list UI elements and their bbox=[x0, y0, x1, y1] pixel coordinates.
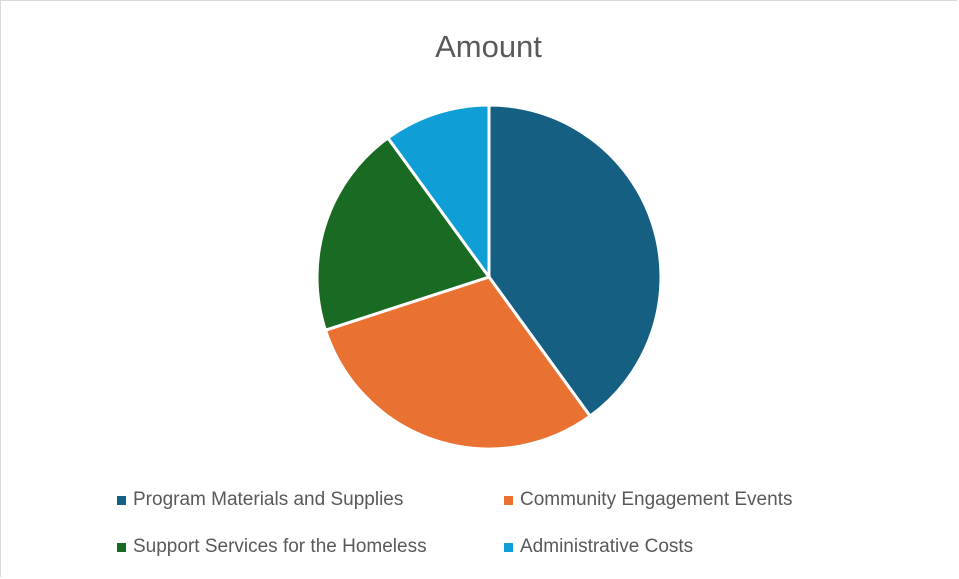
chart-title: Amount bbox=[435, 29, 542, 64]
legend-entry-program-materials: Program Materials and Supplies bbox=[117, 489, 403, 511]
pie-slice-administrative-costs bbox=[386, 103, 491, 279]
legend-swatch-community-engagement bbox=[504, 495, 513, 505]
pie-slice-community-engagement bbox=[323, 275, 592, 451]
legend-label-program-materials: Program Materials and Supplies bbox=[133, 489, 404, 510]
legend-swatch-administrative-costs bbox=[504, 542, 513, 552]
legend-entry-support-services: Support Services for the Homeless bbox=[117, 536, 427, 558]
legend-swatch-support-services bbox=[117, 542, 126, 552]
legend-entry-community-engagement: Community Engagement Events bbox=[504, 489, 792, 511]
pie-slice-support-services bbox=[315, 136, 491, 332]
legend-swatch-program-materials bbox=[117, 495, 126, 505]
legend-label-community-engagement: Community Engagement Events bbox=[520, 489, 793, 510]
legend-label-support-services: Support Services for the Homeless bbox=[133, 536, 427, 557]
legend-entry-administrative-costs: Administrative Costs bbox=[504, 536, 693, 558]
legend-label-administrative-costs: Administrative Costs bbox=[520, 536, 694, 557]
pie-slice-program-materials bbox=[487, 103, 663, 418]
